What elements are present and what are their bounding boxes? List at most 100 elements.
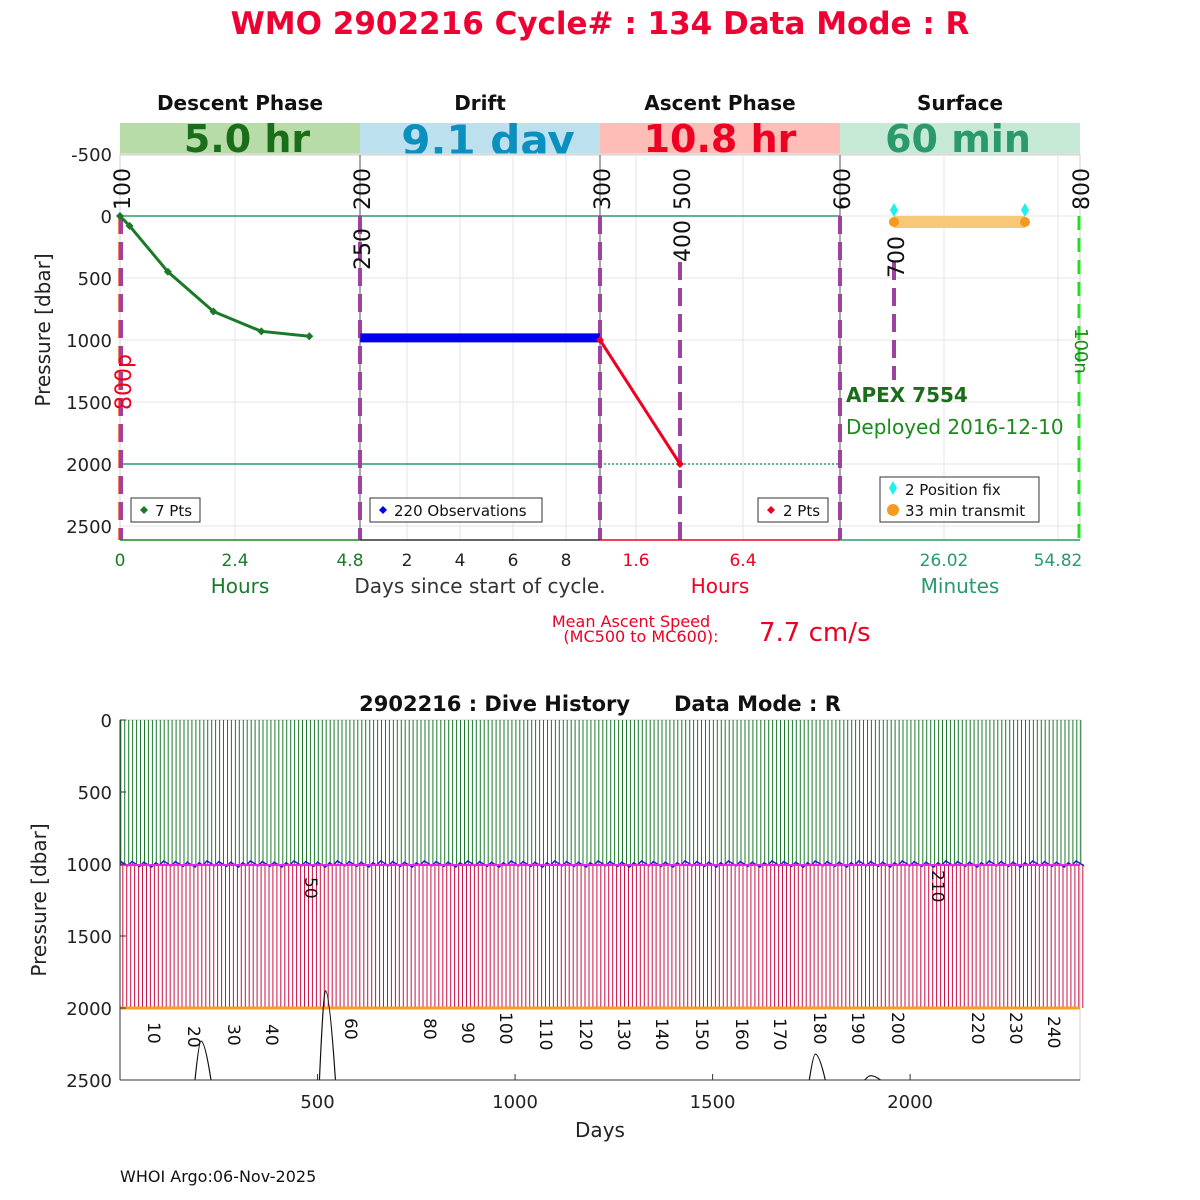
legend-drift: 220 Observations xyxy=(369,497,543,523)
legend-ascent-label: 2 Pts xyxy=(783,502,820,520)
cycle-number-label: 160 xyxy=(731,1018,751,1050)
dive-history-x-tick: 1000 xyxy=(492,1092,538,1113)
ascent-point xyxy=(676,460,684,468)
cycle-y-axis-label: Pressure [dbar] xyxy=(31,253,55,406)
descent-tick-1: 2.4 xyxy=(221,551,248,571)
cycle-y-ticks: -500 0 500 1000 1500 2000 2500 xyxy=(66,145,112,538)
cycle-number-label: 30 xyxy=(223,1024,243,1046)
mission-label-800p: 800p xyxy=(112,354,137,410)
cycle-y-tick-label: 2000 xyxy=(66,455,112,476)
cycle-data-series xyxy=(116,212,684,468)
descent-tick-2: 4.8 xyxy=(336,551,363,571)
cycle-number-label: 140 xyxy=(651,1018,671,1050)
dive-history-x-tick: 2000 xyxy=(887,1092,933,1113)
legend-drift-label: 220 Observations xyxy=(394,502,527,520)
dive-history-y-tick: 1500 xyxy=(66,927,112,948)
dive-history-x-label: Days xyxy=(575,1118,625,1142)
mission-label-400: 400 xyxy=(671,220,696,262)
dive-history-y-tick: 0 xyxy=(101,711,112,732)
legend-transmit-label: 33 min transmit xyxy=(905,502,1025,520)
cycle-number-label: 80 xyxy=(419,1018,439,1040)
drift-x-label: Days since start of cycle. xyxy=(354,574,605,598)
ascent-speed-annotation: Mean Ascent Speed (MC500 to MC600): 7.7 … xyxy=(552,612,871,648)
cycle-number-label: 170 xyxy=(769,1018,789,1050)
dive-history-axes: 0 500 1000 1500 2000 2500 500 1000 1500 2000 xyxy=(66,711,1080,1113)
cycle-number-label: 90 xyxy=(457,1022,477,1044)
bottom-depth-spike xyxy=(318,990,337,1081)
float-model: APEX 7554 xyxy=(846,383,968,407)
mission-label-800: 800 xyxy=(1070,168,1095,210)
cycle-y-tick-label: 0 xyxy=(101,207,112,228)
phase-name-drift: Drift xyxy=(454,91,506,115)
phase-name-surface: Surface xyxy=(917,91,1003,115)
phase-name-ascent: Ascent Phase xyxy=(644,91,795,115)
cycle-number-label: 110 xyxy=(535,1018,555,1050)
bottom-depth-spike xyxy=(864,1075,881,1081)
surface-tick-1: 54.82 xyxy=(1034,551,1083,571)
mission-label-600: 600 xyxy=(831,168,856,210)
surface-tick-0: 26.02 xyxy=(920,551,969,571)
ascent-tick-1: 6.4 xyxy=(729,551,756,571)
cycle-y-tick-label: 2500 xyxy=(66,517,112,538)
phase-headers: Descent Phase Drift Ascent Phase Surface xyxy=(157,91,1003,115)
cycle-number-label: 220 xyxy=(967,1012,987,1044)
legend-drift-box xyxy=(369,497,543,523)
cycle-y-axis: Pressure [dbar] -500 0 500 1000 1500 2000 2500 xyxy=(31,145,112,538)
surface-phase-marks xyxy=(889,203,1030,228)
dive-history-y-tick: 2000 xyxy=(66,999,112,1020)
cycle-y-tick-label: 1000 xyxy=(66,331,112,352)
ascent-tick-0: 1.6 xyxy=(622,551,649,571)
cycle-number-label: 20 xyxy=(183,1026,203,1048)
mission-label-200: 200 xyxy=(351,168,376,210)
float-deployed: Deployed 2016-12-10 xyxy=(846,415,1064,439)
mission-label-700: 700 xyxy=(885,236,910,278)
ascent-speed-label-line2: (MC500 to MC600): xyxy=(563,627,718,646)
drift-tick-1: 4 xyxy=(455,551,466,571)
cycle-number-label: 60 xyxy=(340,1018,360,1040)
descent-point xyxy=(116,212,124,220)
descent-tick-0: 0 xyxy=(115,551,126,571)
phase-band-drift xyxy=(360,123,600,155)
bottom-depth-spike xyxy=(808,1053,826,1081)
position-fix-marker-1 xyxy=(890,203,898,217)
dive-history-x-tick: 1500 xyxy=(690,1092,736,1113)
dive-history-y-tick: 500 xyxy=(78,783,112,804)
ascent-x-label: Hours xyxy=(691,574,750,598)
cycle-number-label: 40 xyxy=(261,1024,281,1046)
legend-surface-box xyxy=(879,476,1040,523)
cycle-number-label: 100 xyxy=(495,1012,515,1044)
descent-point xyxy=(125,221,134,230)
cycle-number-label: 240 xyxy=(1043,1016,1063,1048)
descent-x-label: Hours xyxy=(211,574,270,598)
position-fix-marker-2 xyxy=(1021,203,1029,217)
bottom-depth-spike xyxy=(194,1040,212,1081)
legend-ascent-marker xyxy=(767,506,775,514)
transmit-end-point xyxy=(1020,217,1030,227)
dive-history-y-label: Pressure [dbar] xyxy=(27,823,51,976)
legend-descent-label: 7 Pts xyxy=(155,502,192,520)
cycle-number-label: 230 xyxy=(1005,1012,1025,1044)
dive-history-x-tick: 500 xyxy=(300,1092,334,1113)
surface-x-label: Minutes xyxy=(921,574,1000,598)
legend-drift-marker xyxy=(379,506,387,514)
cycle-y-tick-label: 500 xyxy=(78,269,112,290)
cycle-number-label: 130 xyxy=(613,1018,633,1050)
ascent-point xyxy=(596,336,604,344)
cycle-number-label: 180 xyxy=(809,1012,829,1044)
legend-ascent: 2 Pts xyxy=(757,497,829,523)
ascent-speed-label-line1: Mean Ascent Speed xyxy=(552,612,710,631)
transmit-start-point xyxy=(889,217,899,227)
dive-history-y-tick: 2500 xyxy=(66,1071,112,1092)
drift-tick-0: 2 xyxy=(402,551,413,571)
legend-surface: 2 Position fix 33 min transmit xyxy=(879,476,1040,523)
mission-label-300: 300 xyxy=(591,168,616,210)
drift-tick-2: 6 xyxy=(508,551,519,571)
mission-label-100: 100 xyxy=(111,168,136,210)
ascent-line xyxy=(598,339,682,465)
dive-history-title: 2902216 : Dive History Data Mode : R xyxy=(359,692,841,716)
phase-band-descent xyxy=(120,123,360,155)
dive-history-cycle-labels: 10 20 30 40 50 60 80 90 100 110 120 130 140 150 160 170… xyxy=(143,870,1063,1050)
cycle-y-tick-label: 1500 xyxy=(66,393,112,414)
cycle-number-label: 50 xyxy=(300,877,320,899)
